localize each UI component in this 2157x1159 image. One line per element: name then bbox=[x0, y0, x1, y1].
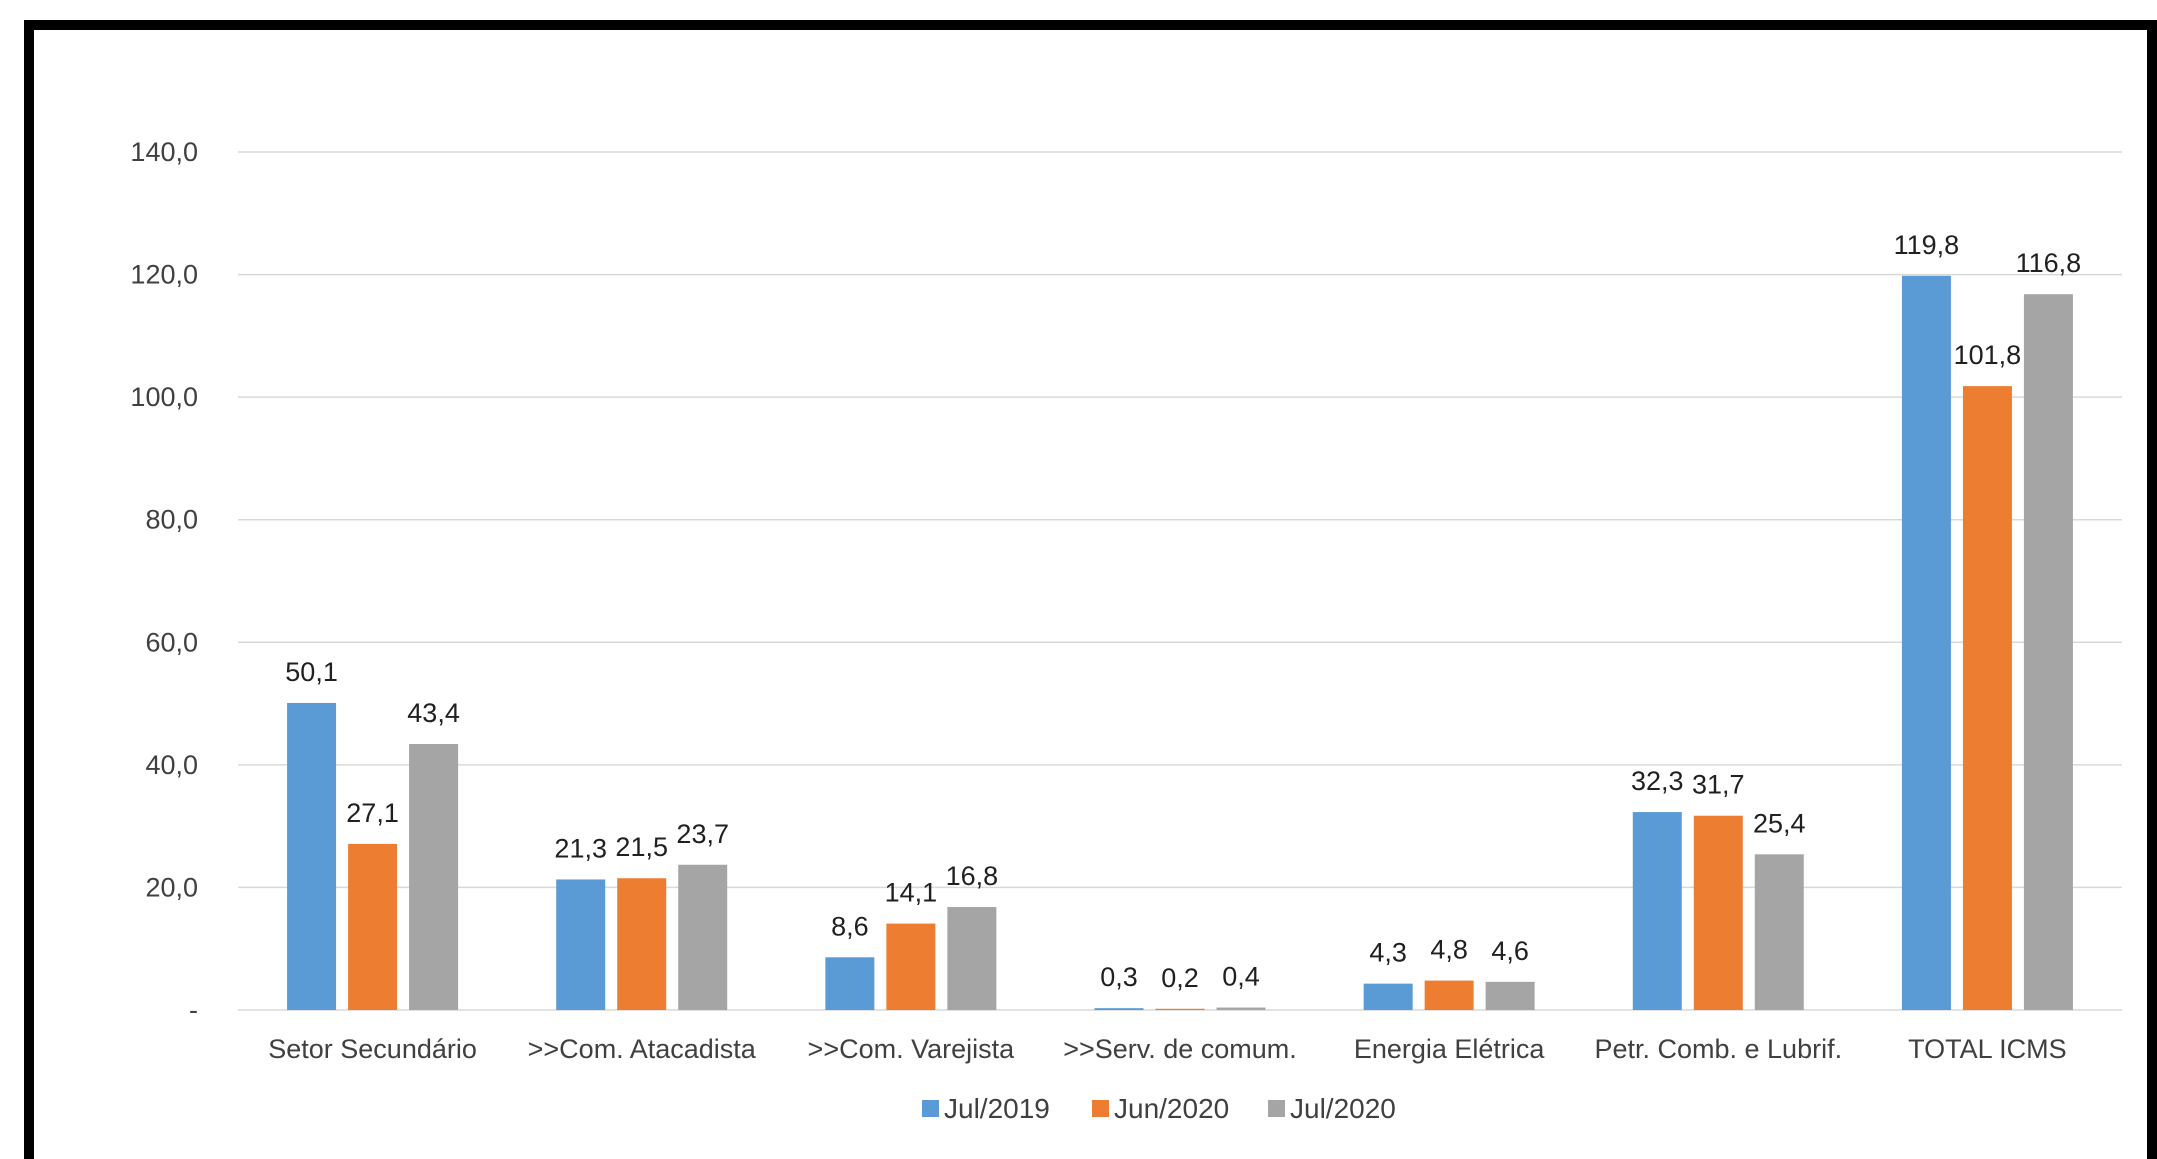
data-label: 116,8 bbox=[2016, 248, 2082, 278]
y-tick-label: 20,0 bbox=[145, 872, 198, 902]
legend-label: Jul/2020 bbox=[1290, 1093, 1396, 1124]
bar bbox=[947, 907, 997, 1010]
x-category-label: >>Serv. de comum. bbox=[1063, 1034, 1297, 1064]
data-label: 50,1 bbox=[285, 657, 338, 687]
bar bbox=[1363, 983, 1413, 1010]
bar bbox=[1693, 815, 1743, 1010]
data-label: 4,6 bbox=[1491, 936, 1529, 966]
x-category-label: >>Com. Varejista bbox=[808, 1034, 1016, 1064]
bar bbox=[1962, 386, 2012, 1010]
data-label: 43,4 bbox=[407, 698, 460, 728]
bar bbox=[1901, 275, 1951, 1011]
data-label: 14,1 bbox=[885, 878, 938, 908]
y-tick-label: 100,0 bbox=[130, 382, 198, 412]
data-label: 4,8 bbox=[1430, 935, 1468, 965]
x-category-label: Petr. Comb. e Lubrif. bbox=[1594, 1034, 1842, 1064]
bar bbox=[617, 878, 667, 1010]
data-label: 0,4 bbox=[1222, 962, 1260, 992]
bar bbox=[1485, 981, 1535, 1010]
bar bbox=[1155, 1008, 1205, 1010]
data-label: 8,6 bbox=[831, 911, 869, 941]
y-tick-label: 120,0 bbox=[130, 260, 198, 290]
bar bbox=[1632, 812, 1682, 1010]
legend-swatch bbox=[1092, 1100, 1109, 1117]
legend-label: Jul/2019 bbox=[944, 1093, 1050, 1124]
data-label: 23,7 bbox=[676, 819, 729, 849]
x-category-label: >>Com. Atacadista bbox=[528, 1034, 757, 1064]
data-label: 0,2 bbox=[1161, 963, 1199, 993]
data-labels: 50,1 27,1 43,4 21,3 21,5 23,7 8,6 14,1 16,8 0,3 0,… bbox=[285, 230, 2081, 993]
legend-label: Jun/2020 bbox=[1114, 1093, 1229, 1124]
gridlines bbox=[238, 151, 2122, 1011]
bar bbox=[1754, 854, 1804, 1010]
x-category-label: TOTAL ICMS bbox=[1908, 1034, 2067, 1064]
bars bbox=[287, 275, 2073, 1011]
data-label: 21,3 bbox=[554, 833, 607, 863]
bar bbox=[348, 843, 398, 1010]
y-axis-ticks: - 20,0 40,0 60,0 80,0 100,0 120,0 140,0 bbox=[130, 137, 198, 1025]
legend-swatch bbox=[1268, 1100, 1285, 1117]
bar bbox=[1216, 1007, 1266, 1010]
bar bbox=[678, 864, 728, 1010]
bar bbox=[287, 702, 337, 1010]
data-label: 0,3 bbox=[1100, 962, 1138, 992]
bar bbox=[1424, 980, 1474, 1010]
data-label: 4,3 bbox=[1369, 938, 1407, 968]
data-label: 16,8 bbox=[946, 861, 999, 891]
legend: Jul/2019 Jun/2020 Jul/2020 bbox=[922, 1093, 1396, 1124]
y-tick-label: 60,0 bbox=[145, 627, 198, 657]
data-label: 101,8 bbox=[1954, 340, 2022, 370]
bar bbox=[556, 879, 606, 1010]
bar bbox=[886, 923, 936, 1010]
data-label: 31,7 bbox=[1692, 770, 1745, 800]
legend-swatch bbox=[922, 1100, 939, 1117]
bar bbox=[2023, 294, 2073, 1010]
y-tick-label: 40,0 bbox=[145, 750, 198, 780]
x-axis-categories: Setor Secundário >>Com. Atacadista >>Com. … bbox=[268, 1034, 2066, 1064]
data-label: 32,3 bbox=[1631, 766, 1684, 796]
data-label: 21,5 bbox=[615, 832, 668, 862]
x-category-label: Energia Elétrica bbox=[1354, 1034, 1546, 1064]
y-tick-label: 140,0 bbox=[130, 137, 198, 167]
bar bbox=[825, 957, 875, 1010]
data-label: 25,4 bbox=[1753, 808, 1806, 838]
data-label: 27,1 bbox=[346, 798, 399, 828]
data-label: 119,8 bbox=[1894, 230, 1960, 260]
bar bbox=[409, 744, 459, 1010]
y-tick-label: 80,0 bbox=[145, 505, 198, 535]
y-tick-label: - bbox=[189, 995, 198, 1025]
bar bbox=[1094, 1008, 1144, 1010]
x-category-label: Setor Secundário bbox=[268, 1034, 477, 1064]
